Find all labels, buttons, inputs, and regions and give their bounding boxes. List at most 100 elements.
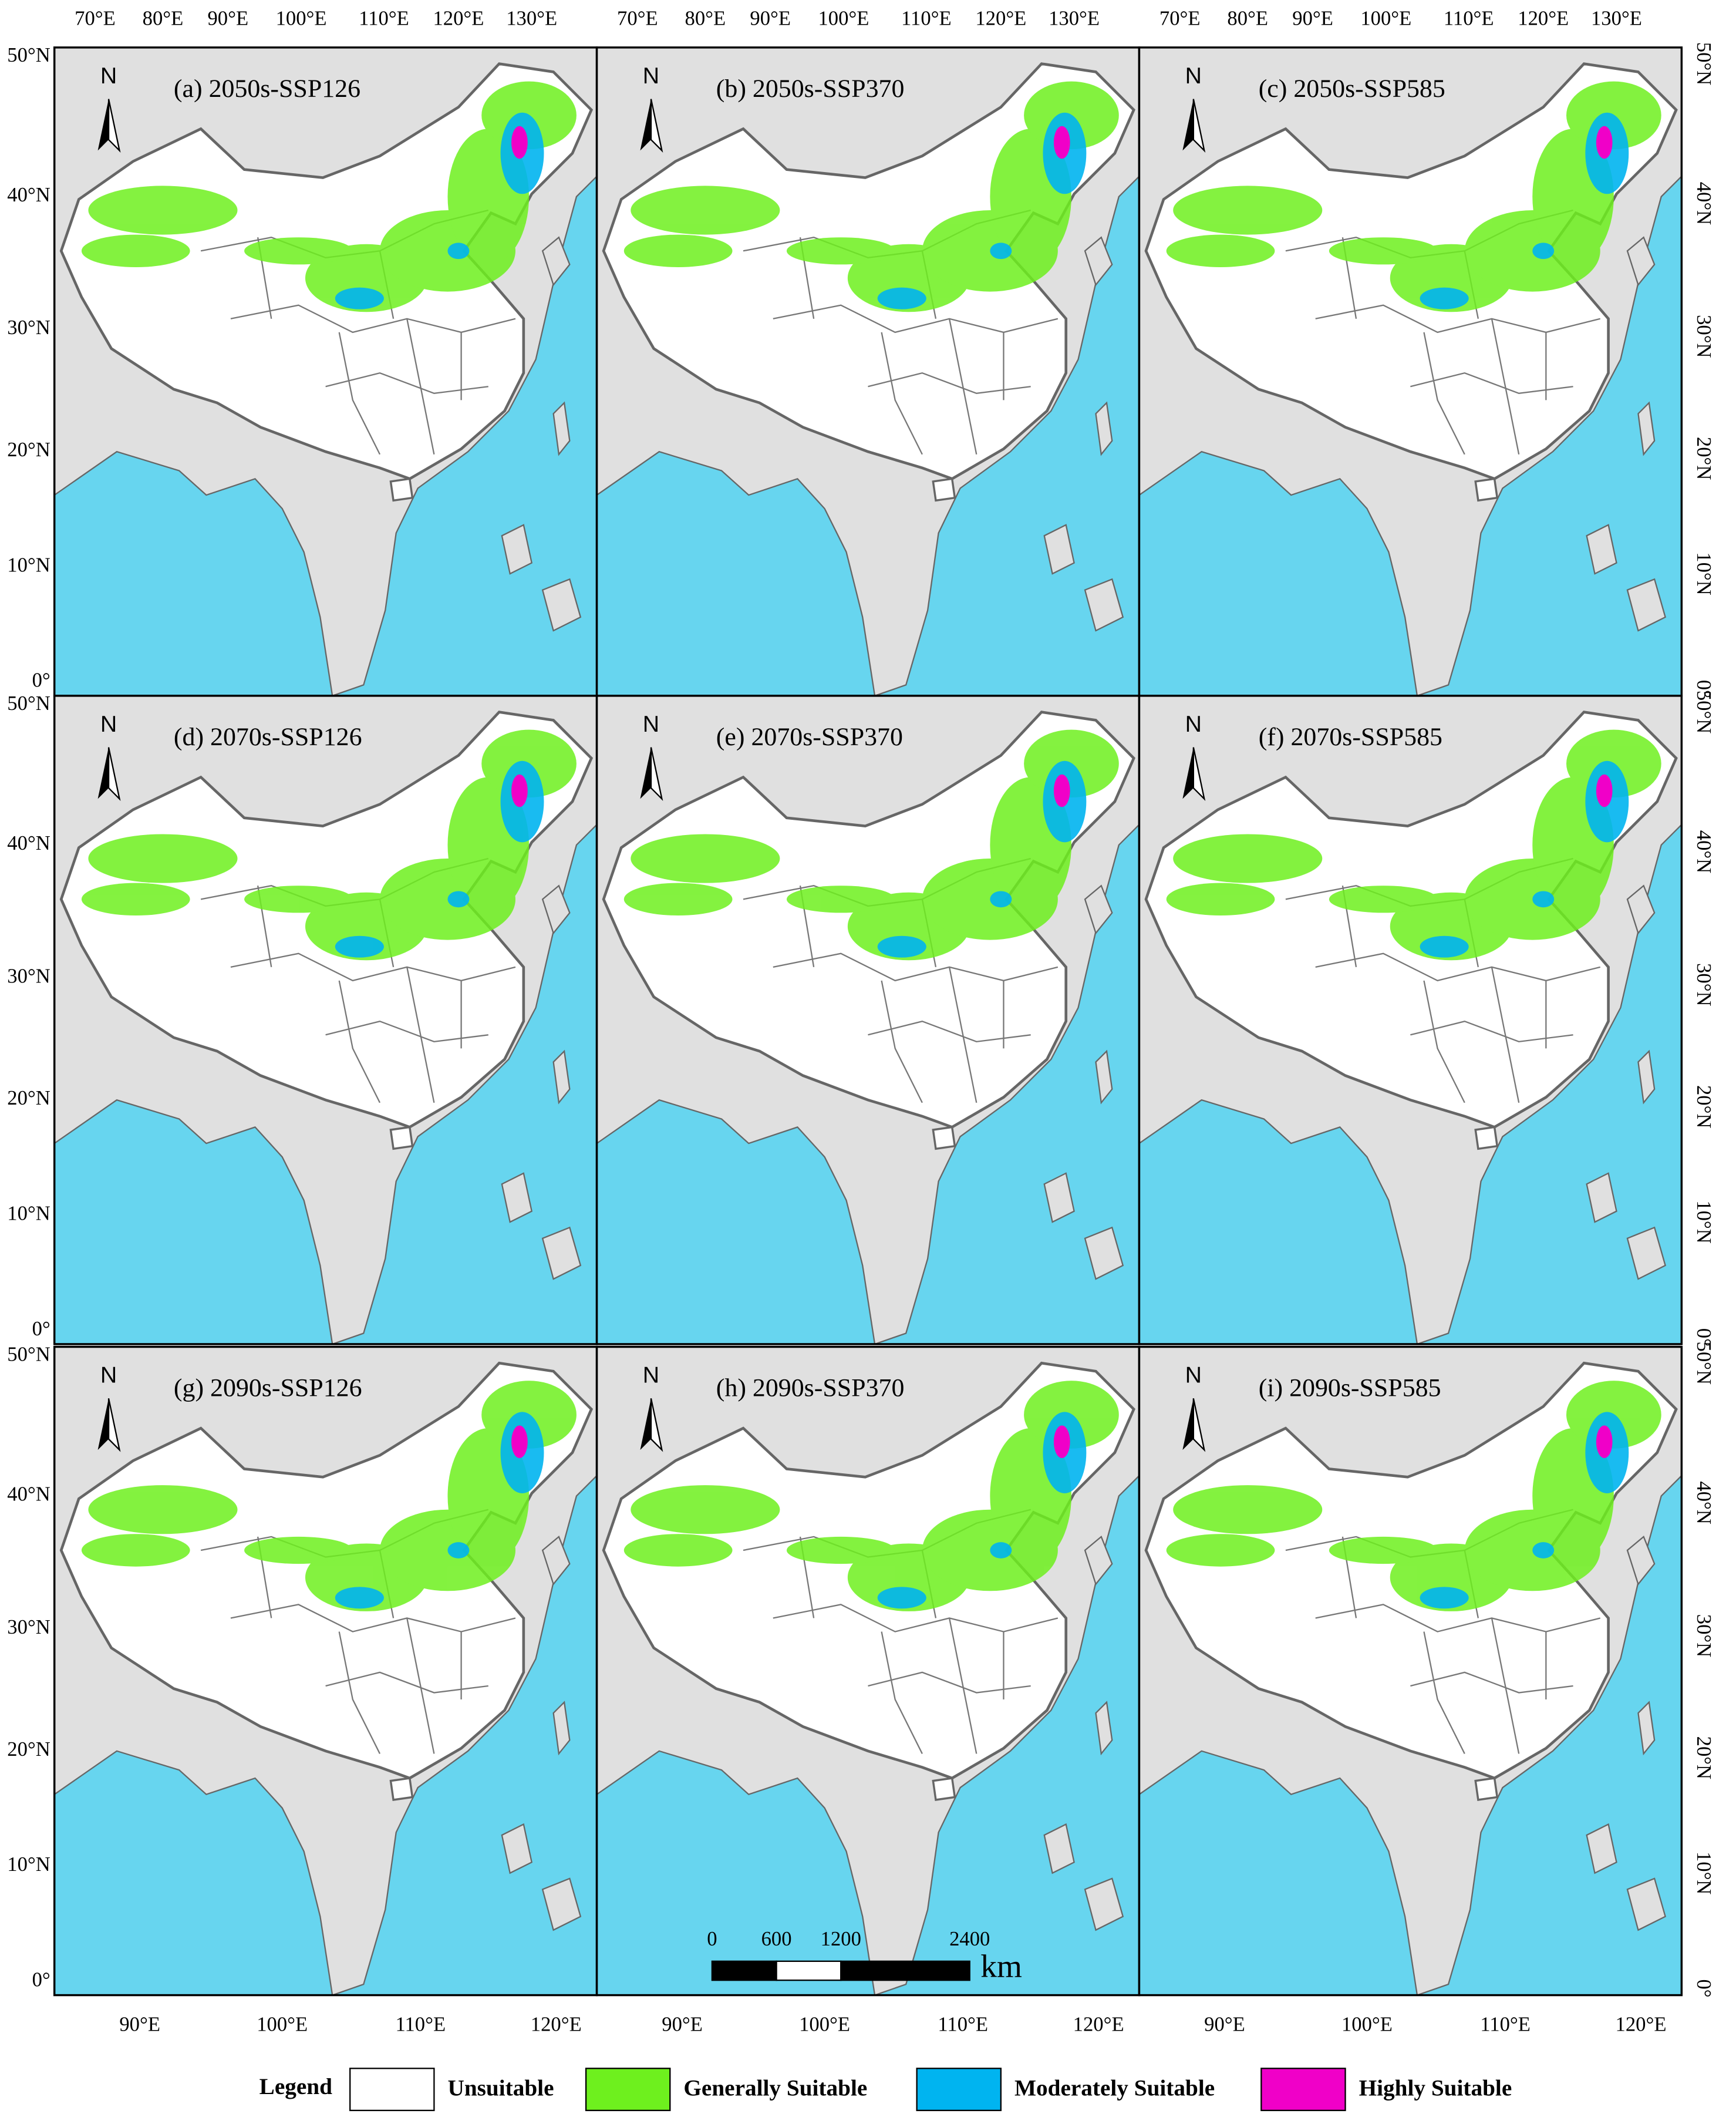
top-axis-label: 110°E <box>901 8 952 30</box>
panel-title: (e) 2070s-SSP370 <box>716 723 903 751</box>
north-label: N <box>100 1362 117 1388</box>
bottom-axis-label: 110°E <box>395 2014 446 2036</box>
legend-label: Generally Suitable <box>683 2075 867 2101</box>
right-axis-label: 30°N <box>1693 315 1715 358</box>
legend-swatch <box>585 2068 671 2112</box>
left-axis-label: 10°N <box>7 1202 50 1224</box>
legend-label: Moderately Suitable <box>1014 2075 1215 2101</box>
map-panel: N (i) 2090s-SSP585 <box>1139 1347 1681 1995</box>
bottom-axis-label: 110°E <box>1480 2014 1531 2036</box>
top-axis-label: 90°E <box>1292 8 1333 30</box>
map <box>1139 1347 1681 1995</box>
north-label: N <box>100 711 117 737</box>
map <box>597 1347 1140 1995</box>
left-axis-label: 30°N <box>7 1616 50 1638</box>
panel-title: (c) 2050s-SSP585 <box>1259 75 1445 103</box>
north-label: N <box>1185 711 1202 737</box>
right-axis-label: 20°N <box>1693 1085 1715 1128</box>
top-axis-label: 130°E <box>1591 8 1642 30</box>
top-axis-label: 70°E <box>1159 8 1201 30</box>
left-axis-label: 10°N <box>7 1853 50 1876</box>
panel-title: (g) 2090s-SSP126 <box>174 1374 362 1402</box>
scale-label: 0 <box>707 1928 717 1950</box>
map <box>1139 696 1681 1344</box>
right-axis-label: 40°N <box>1693 830 1715 873</box>
top-axis-label: 90°E <box>750 8 791 30</box>
right-axis-label: 10°N <box>1693 552 1715 595</box>
left-axis-label: 20°N <box>7 1738 50 1761</box>
bottom-axis-label: 90°E <box>119 2014 160 2036</box>
right-axis-label: 10°N <box>1693 1200 1715 1243</box>
north-label: N <box>643 63 659 89</box>
map-panel: N (c) 2050s-SSP585 <box>1139 48 1681 696</box>
bottom-axis-label: 100°E <box>1341 2014 1393 2036</box>
panel-title: (a) 2050s-SSP126 <box>174 75 360 103</box>
top-axis-label: 120°E <box>1518 8 1569 30</box>
left-axis-label: 0° <box>32 669 50 692</box>
left-axis-label: 40°N <box>7 832 50 854</box>
left-axis-label: 40°N <box>7 184 50 206</box>
top-axis-label: 80°E <box>1227 8 1268 30</box>
right-axis-label: 50°N <box>1693 691 1715 733</box>
scale-unit: km <box>980 1948 1022 1984</box>
bottom-axis-label: 110°E <box>938 2014 988 2036</box>
left-axis-label: 20°N <box>7 439 50 461</box>
bottom-axis-label: 90°E <box>662 2014 703 2036</box>
map <box>55 1347 597 1995</box>
bottom-axis-label: 100°E <box>257 2014 308 2036</box>
map-panel: N (b) 2050s-SSP370 <box>597 48 1140 696</box>
panel-title: (h) 2090s-SSP370 <box>716 1374 905 1402</box>
right-axis-label: 20°N <box>1693 1736 1715 1779</box>
left-axis-label: 20°N <box>7 1087 50 1109</box>
north-label: N <box>1185 63 1202 89</box>
bottom-axis-label: 90°E <box>1204 2014 1245 2036</box>
right-axis-label: 0° <box>1693 1328 1715 1347</box>
right-axis-label: 50°N <box>1693 1342 1715 1385</box>
scale-segment <box>711 1960 777 1981</box>
right-axis-label: 30°N <box>1693 1614 1715 1657</box>
scale-segment <box>840 1960 970 1981</box>
panel-title: (d) 2070s-SSP126 <box>174 723 362 751</box>
right-axis-label: 0° <box>1693 680 1715 698</box>
north-label: N <box>100 63 117 89</box>
scale-segment <box>776 1960 842 1981</box>
left-axis-label: 0° <box>32 1318 50 1340</box>
top-axis-label: 100°E <box>1360 8 1411 30</box>
bottom-axis-label: 120°E <box>1073 2014 1124 2036</box>
top-axis-label: 110°E <box>359 8 409 30</box>
right-axis-label: 0° <box>1693 1979 1715 1997</box>
north-label: N <box>643 1362 659 1388</box>
map-panel: N (a) 2050s-SSP126 <box>55 48 597 696</box>
right-axis-label: 50°N <box>1693 42 1715 85</box>
map-panel: N (g) 2090s-SSP126 <box>55 1347 597 1995</box>
top-axis-label: 80°E <box>685 8 726 30</box>
left-axis-label: 50°N <box>7 44 50 66</box>
panel-title: (b) 2050s-SSP370 <box>716 75 905 103</box>
right-axis-label: 30°N <box>1693 963 1715 1006</box>
panel-title: (f) 2070s-SSP585 <box>1259 723 1442 751</box>
top-axis-label: 80°E <box>143 8 184 30</box>
legend-title: Legend <box>259 2074 332 2099</box>
map-panel: N (f) 2070s-SSP585 <box>1139 696 1681 1344</box>
scale-label: 1200 <box>821 1928 861 1950</box>
top-axis-label: 120°E <box>433 8 484 30</box>
top-axis-label: 120°E <box>975 8 1026 30</box>
right-axis-label: 10°N <box>1693 1852 1715 1894</box>
top-axis-label: 70°E <box>75 8 116 30</box>
scale-label: 2400 <box>949 1928 990 1950</box>
top-axis-label: 70°E <box>617 8 658 30</box>
top-axis-label: 100°E <box>276 8 327 30</box>
left-axis-label: 30°N <box>7 965 50 987</box>
right-axis-label: 40°N <box>1693 1481 1715 1524</box>
map-panel: N (h) 2090s-SSP370 <box>597 1347 1140 1995</box>
map-panel: N (e) 2070s-SSP370 <box>597 696 1140 1344</box>
left-axis-label: 40°N <box>7 1483 50 1506</box>
bottom-axis-label: 120°E <box>1616 2014 1667 2036</box>
north-label: N <box>643 711 659 737</box>
right-axis-label: 20°N <box>1693 437 1715 480</box>
left-axis-label: 30°N <box>7 317 50 339</box>
left-axis-label: 10°N <box>7 554 50 576</box>
top-axis-label: 90°E <box>208 8 249 30</box>
north-label: N <box>1185 1362 1202 1388</box>
scale-label: 600 <box>761 1928 792 1950</box>
